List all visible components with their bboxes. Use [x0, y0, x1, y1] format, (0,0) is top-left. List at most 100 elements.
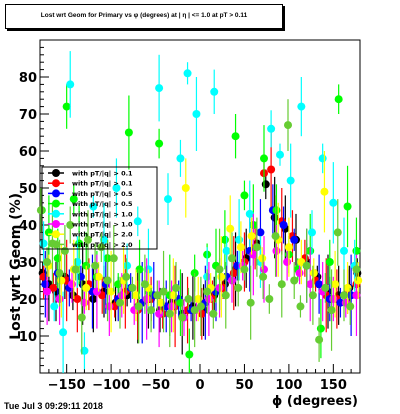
data-point: [272, 246, 281, 255]
data-point: [112, 184, 121, 192]
y-tick-label: 80: [19, 71, 37, 86]
data-point: [89, 295, 98, 303]
data-point: [290, 235, 299, 244]
data-point: [240, 265, 249, 274]
data-point: [73, 295, 82, 303]
data-point: [159, 287, 168, 296]
y-axis-label: Lost wrt Geom (%): [8, 193, 24, 340]
data-point: [270, 213, 279, 222]
data-point: [240, 191, 249, 200]
data-point: [82, 283, 91, 292]
data-point: [210, 87, 219, 96]
data-point: [103, 276, 112, 285]
title-box: Lost wrt Geom for Primary vs φ (degrees)…: [5, 4, 283, 29]
legend-marker: [52, 220, 60, 228]
data-point: [290, 276, 299, 285]
data-point: [258, 254, 267, 263]
data-point: [279, 221, 288, 229]
data-point: [181, 184, 190, 192]
data-point: [246, 298, 255, 307]
data-point: [320, 187, 329, 196]
data-point: [105, 302, 114, 311]
data-point: [76, 272, 85, 281]
timestamp: Tue Jul 3 09:29:11 2018: [4, 401, 103, 411]
data-point: [261, 180, 270, 189]
series-7: [36, 99, 361, 362]
data-point: [100, 235, 108, 244]
data-point: [62, 102, 71, 111]
data-point: [352, 291, 361, 300]
data-point: [284, 243, 293, 252]
data-point: [235, 235, 244, 244]
data-point: [217, 272, 226, 281]
data-point: [92, 287, 101, 296]
data-point: [221, 291, 230, 300]
x-tick-label: 100: [275, 378, 302, 393]
data-point: [297, 102, 306, 111]
x-axis-label: ϕ (degrees): [272, 394, 358, 409]
data-point: [43, 258, 52, 266]
data-point: [140, 280, 149, 289]
data-point: [66, 221, 75, 229]
data-point: [57, 276, 66, 285]
y-tick-label: 20: [19, 293, 37, 308]
data-point: [36, 206, 45, 215]
data-point: [308, 228, 316, 237]
data-point: [267, 165, 276, 174]
data-point: [73, 258, 82, 266]
data-point: [124, 128, 133, 137]
x-tick-label: 50: [235, 378, 253, 393]
data-point: [229, 269, 238, 278]
data-point: [147, 306, 156, 315]
data-point: [39, 272, 48, 281]
data-point: [327, 306, 336, 315]
data-point: [228, 254, 236, 263]
data-point: [329, 295, 338, 303]
data-point: [59, 328, 68, 337]
data-point: [176, 154, 185, 163]
data-point: [265, 295, 274, 303]
legend-label: with pT/|q| > 0.5: [72, 200, 133, 209]
data-point: [178, 313, 187, 322]
data-point: [267, 124, 276, 133]
legend-marker: [52, 169, 60, 177]
data-point: [340, 291, 348, 300]
data-point: [271, 232, 280, 241]
legend-marker: [52, 240, 60, 249]
data-point: [315, 280, 324, 289]
data-point: [354, 276, 363, 285]
legend-marker: [52, 230, 60, 239]
data-point: [236, 243, 245, 252]
data-point: [109, 254, 118, 263]
data-point: [128, 283, 137, 292]
data-point: [316, 324, 325, 333]
data-point: [318, 154, 327, 163]
data-point: [53, 254, 62, 263]
legend-marker: [52, 199, 60, 208]
data-point: [69, 195, 78, 204]
data-point: [309, 269, 318, 278]
data-point: [352, 265, 361, 274]
data-point: [91, 261, 100, 270]
data-point: [142, 295, 151, 303]
data-point: [117, 291, 126, 300]
data-point: [334, 95, 343, 104]
data-point: [155, 309, 164, 318]
data-point: [55, 269, 64, 278]
legend-marker: [52, 179, 60, 188]
legend-label: with pT/|q| > 2.0: [72, 241, 133, 250]
data-point: [156, 298, 165, 307]
data-point: [284, 121, 292, 130]
y-tick-label: 10: [19, 330, 37, 345]
legend-label: with pT/|q| > 1.0: [72, 221, 133, 230]
data-point: [222, 246, 231, 255]
data-point: [71, 265, 80, 274]
data-point: [132, 291, 140, 300]
data-point: [84, 235, 92, 244]
data-point: [155, 84, 164, 93]
data-point: [325, 258, 334, 266]
data-point: [176, 298, 185, 307]
data-point: [272, 206, 281, 215]
